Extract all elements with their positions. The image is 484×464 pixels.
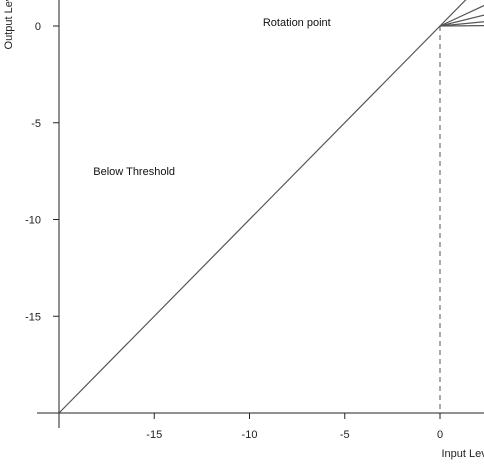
x-tick-label: -10 [242, 429, 258, 441]
x-tick-label: 0 [437, 429, 443, 441]
y-tick-label: -15 [25, 311, 41, 323]
x-tick-label: -5 [340, 429, 350, 441]
y-axis-title: Output Level - dB [3, 0, 15, 49]
y-tick-label: -10 [25, 215, 41, 227]
chart-annotation: Rotation point [263, 17, 331, 29]
ratio-line [58, 0, 467, 414]
axis-ticks: -15-10-50+5+10+15+20-15-10-50+5+10+15+20 [25, 21, 443, 441]
x-tick-label: -15 [146, 429, 162, 441]
ratio-lines: 1:12:14:120:1∞:1 [58, 0, 484, 414]
x-axis-title: Input Level - dB [441, 448, 484, 460]
axes [37, 0, 484, 428]
y-tick-label: 0 [35, 21, 41, 33]
y-tick-label: -5 [31, 118, 41, 130]
chart-annotation: Below Threshold [93, 166, 175, 178]
